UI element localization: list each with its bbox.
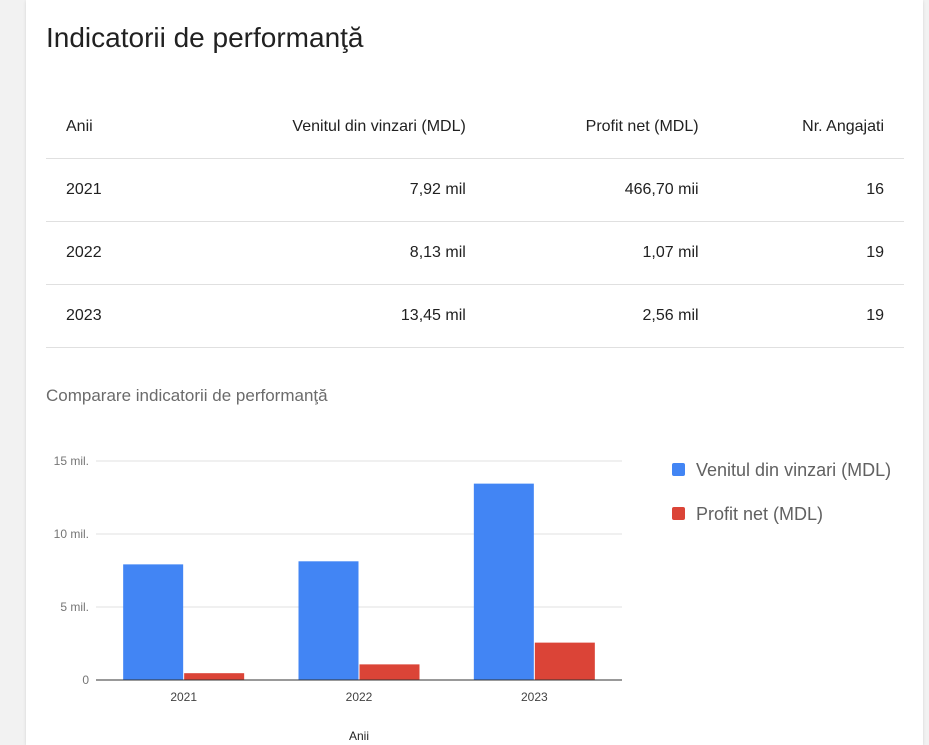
cell-net-profit: 2,56 mil	[485, 284, 719, 348]
table-row: 2022 8,13 mil 1,07 mil 19	[46, 221, 904, 285]
legend-swatch	[672, 507, 685, 520]
y-tick-label: 0	[82, 673, 89, 687]
x-tick-label: 2022	[346, 690, 373, 704]
performance-table: Anii Venitul din vinzari (MDL) Profit ne…	[46, 96, 904, 348]
bar-net-profit	[534, 642, 595, 680]
performance-card: Indicatorii de performanţă Anii Venitul …	[26, 0, 923, 745]
y-tick-label: 5 mil.	[60, 600, 89, 614]
x-tick-label: 2023	[521, 690, 548, 704]
cell-employees: 19	[718, 221, 904, 285]
legend-swatch	[672, 463, 685, 476]
y-tick-label: 15 mil.	[54, 454, 89, 468]
cell-employees: 16	[718, 158, 904, 222]
cell-revenue: 7,92 mil	[161, 158, 486, 222]
table-row: 2021 7,92 mil 466,70 mii 16	[46, 158, 904, 222]
column-header-employees: Nr. Angajati	[718, 96, 904, 159]
cell-net-profit: 1,07 mil	[485, 221, 719, 285]
x-tick-label: 2021	[170, 690, 197, 704]
column-header-years: Anii	[46, 96, 162, 159]
table-row: 2023 13,45 mil 2,56 mil 19	[46, 284, 904, 348]
bar-chart: 0 5 mil. 10 mil. 15 mil. 2021 2022 2023 Anii Ven…	[54, 454, 891, 743]
legend-label: Profit net (MDL)	[696, 504, 823, 524]
page-title: Indicatorii de performanţă	[46, 22, 364, 53]
cell-year: 2021	[46, 158, 162, 222]
table-header-row: Anii Venitul din vinzari (MDL) Profit ne…	[46, 96, 904, 159]
cell-revenue: 8,13 mil	[161, 221, 486, 285]
x-axis-title: Anii	[349, 729, 369, 743]
bar-net-profit	[184, 673, 245, 680]
bar-revenue	[123, 564, 184, 680]
bar-revenue	[298, 561, 359, 680]
column-header-net-profit: Profit net (MDL)	[485, 96, 719, 159]
column-header-revenue: Venitul din vinzari (MDL)	[161, 96, 486, 159]
bar-revenue	[473, 483, 534, 680]
cell-year: 2022	[46, 221, 162, 285]
cell-revenue: 13,45 mil	[161, 284, 486, 348]
cell-net-profit: 466,70 mii	[485, 158, 719, 222]
cell-year: 2023	[46, 284, 162, 348]
chart-title: Comparare indicatorii de performanţă	[46, 386, 328, 405]
legend-label: Venitul din vinzari (MDL)	[696, 460, 891, 480]
cell-employees: 19	[718, 284, 904, 348]
bar-net-profit	[359, 664, 420, 680]
y-tick-label: 10 mil.	[54, 527, 89, 541]
